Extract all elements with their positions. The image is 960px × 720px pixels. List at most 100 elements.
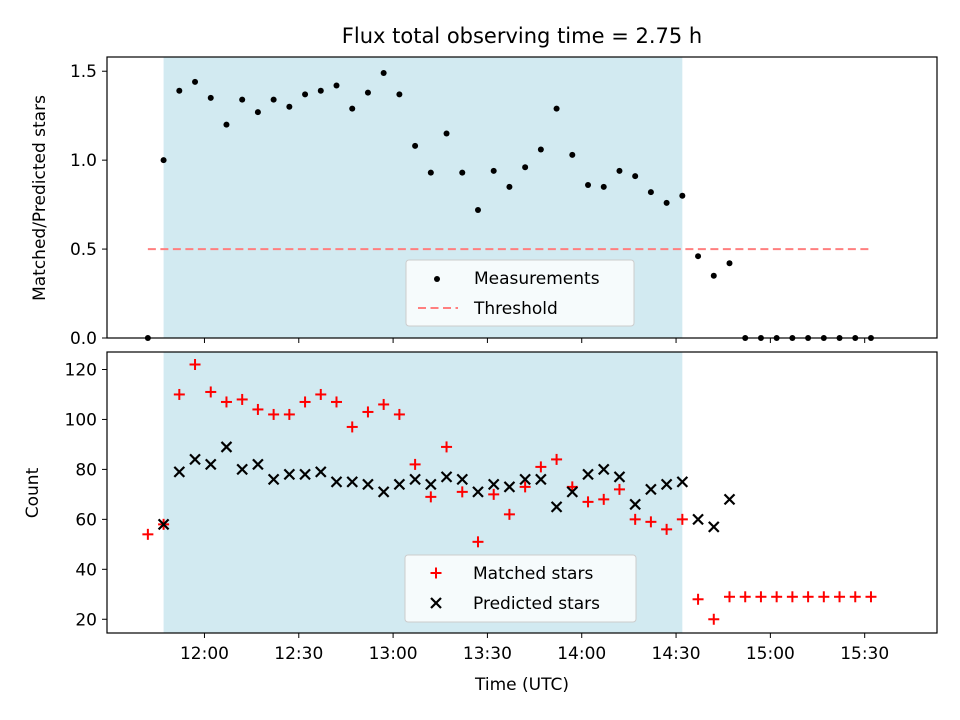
measurement-point (443, 130, 450, 137)
x-tick-label: 12:00 (180, 644, 229, 664)
predicted-point (456, 473, 469, 486)
top-legend-box (405, 259, 635, 327)
matched-point (346, 421, 358, 433)
measurement-point (302, 91, 309, 98)
x-tick-label: 12:30 (274, 644, 323, 664)
measurement-point (474, 206, 481, 213)
matched-point (331, 396, 343, 408)
matched-point (676, 513, 688, 525)
legend-matched-label: Matched stars (473, 564, 593, 584)
matched-point (488, 488, 500, 500)
predicted-point (377, 486, 390, 498)
top-y-label: Matched/Predicted stars (30, 95, 50, 301)
predicted-point (629, 498, 641, 511)
matched-point (315, 388, 327, 400)
predicted-point (267, 473, 280, 486)
predicted-point (723, 493, 736, 506)
matched-point (425, 491, 437, 503)
measurement-point (364, 89, 371, 96)
predicted-point (189, 453, 201, 466)
predicted-point (708, 521, 720, 533)
bottom-x-axis: 12:00 12:30 13:00 13:30 14:00 14:30 15:00 15:30 (180, 633, 889, 664)
y-tick-label: 0.0 (70, 329, 97, 349)
predicted-point (236, 463, 248, 476)
measurement-point (427, 169, 434, 176)
matched-point (441, 441, 453, 453)
matched-point (786, 591, 798, 603)
measurement-point (254, 109, 261, 116)
matched-point (205, 386, 217, 398)
measurement-point (176, 87, 183, 94)
matched-point (220, 396, 232, 408)
measurement-point (192, 78, 199, 85)
legend-predicted-label: Predicted stars (473, 594, 600, 614)
predicted-point (566, 486, 579, 498)
predicted-point (283, 468, 296, 481)
bottom-panel: 20 40 60 80 100 120 12:00 12:30 13:00 13:30 14:00… (23, 351, 938, 695)
matched-point (268, 408, 280, 420)
matched-point (252, 403, 264, 415)
x-tick-label: 14:00 (557, 644, 606, 664)
predicted-point (315, 466, 327, 478)
matched-point (865, 591, 877, 603)
measurement-point (506, 183, 513, 190)
measurement-point (490, 167, 497, 174)
predicted-point (252, 458, 264, 471)
matched-point (283, 408, 295, 420)
matched-point (142, 528, 154, 540)
bottom-y-label: Count (23, 467, 43, 518)
measurement-point (632, 173, 639, 180)
predicted-point (173, 466, 186, 478)
matched-point (692, 593, 704, 605)
matched-point (708, 613, 720, 625)
y-tick-label: 40 (75, 560, 97, 580)
matched-point (582, 496, 594, 508)
y-tick-label: 100 (65, 410, 97, 430)
predicted-point (550, 501, 563, 513)
bottom-axes-frame (106, 351, 938, 634)
matched-point (849, 591, 861, 603)
measurement-point (647, 189, 654, 196)
predicted-point (425, 478, 437, 491)
count-points (142, 358, 877, 625)
predicted-point (204, 458, 217, 471)
y-tick-label: 120 (65, 360, 97, 380)
matched-point (818, 591, 830, 603)
measurement-point (239, 96, 246, 103)
top-axes-frame (106, 56, 938, 339)
y-tick-label: 60 (75, 510, 97, 530)
measurement-point (223, 121, 230, 128)
predicted-marker (430, 597, 442, 609)
legend-predicted-marker (430, 597, 442, 609)
bottom-legend: Matched stars Predicted stars (404, 554, 637, 623)
predicted-point (157, 518, 170, 531)
matched-point (519, 481, 531, 493)
measurement-point (286, 103, 293, 110)
predicted-point (299, 468, 311, 481)
matched-point (598, 493, 610, 505)
matched-point (173, 388, 185, 400)
y-tick-label: 20 (75, 610, 97, 630)
x-tick-label: 15:00 (746, 644, 795, 664)
matched-point (629, 513, 641, 525)
predicted-point (346, 476, 359, 488)
predicted-point (487, 478, 500, 491)
predicted-point (676, 476, 689, 488)
measurement-point (537, 146, 544, 153)
measurement-point (726, 260, 733, 267)
measurement-point (207, 94, 214, 101)
measurement-point (710, 272, 717, 279)
x-axis-label: Time (UTC) (474, 675, 569, 695)
matched-point (771, 591, 783, 603)
matched-point (472, 536, 484, 548)
measurement-point (333, 82, 340, 89)
bottom-legend-box (404, 554, 637, 623)
y-tick-label: 1.0 (70, 151, 97, 171)
predicted-point (503, 481, 516, 493)
x-tick-label: 13:00 (369, 644, 418, 664)
measurement-point (600, 183, 607, 190)
legend-threshold-label: Threshold (473, 299, 558, 319)
predicted-point (330, 476, 343, 488)
measurement-point (569, 151, 576, 158)
matched-point (645, 516, 657, 528)
